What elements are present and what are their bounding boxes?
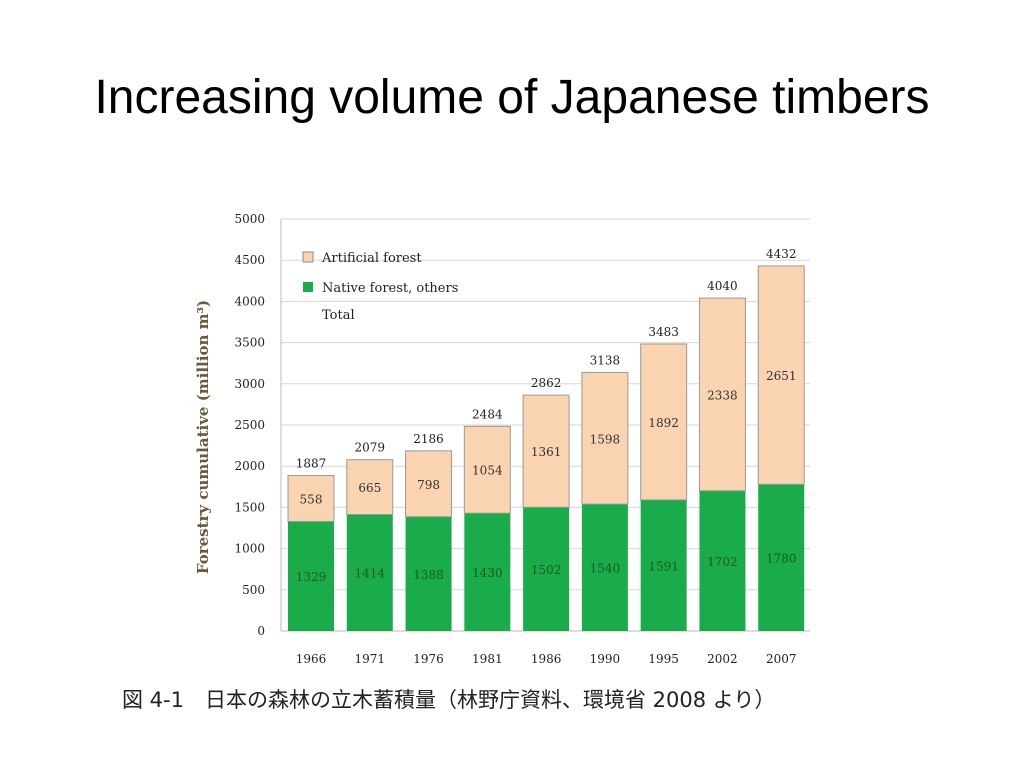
bar-artificial-forest [405,450,453,518]
x-tick-label: 1971 [355,652,386,666]
bar-artificial-forest [463,425,511,514]
value-label-native: 1414 [355,567,386,581]
bar-artificial-forest [757,265,805,485]
bar-native-forest [758,484,805,631]
value-label-native: 1502 [531,563,562,577]
value-label-artificial: 1598 [590,432,621,446]
legend-label-total: Total [322,308,355,323]
y-tick-label: 4500 [234,253,265,267]
value-label-native: 1388 [413,568,444,582]
chart-container: 0 500 1000 1500 2000 2500 3000 3500 4000 4500 5000… [180,200,840,680]
legend-swatch-native [303,282,313,292]
value-label-artificial: 2338 [707,388,738,402]
value-label-native: 1702 [707,555,738,569]
value-label-native: 1329 [296,570,327,584]
y-axis-label: Forestry cumulative (million m³) [194,300,212,574]
value-label-total: 4040 [707,279,738,293]
value-label-artificial: 1054 [472,464,503,478]
legend-swatch-artificial [302,251,314,263]
value-label-total: 2186 [413,432,444,446]
legend-label-artificial: Artificial forest [321,251,422,266]
value-label-artificial: 558 [300,493,323,507]
bar-artificial-forest [346,459,394,515]
bar-artificial-forest [522,394,570,508]
y-tick-label: 2000 [234,459,265,473]
value-label-artificial: 798 [417,478,440,492]
bar-artificial-forest [640,343,688,501]
x-tick-label: 1981 [472,652,503,666]
y-tick-label: 3500 [234,336,265,350]
value-label-total: 3138 [590,353,621,367]
value-label-total: 2484 [472,407,503,421]
y-tick-label: 4000 [234,294,265,308]
x-tick-label: 2007 [766,652,797,666]
value-label-artificial: 2651 [766,369,797,383]
bar-artificial-forest [287,475,335,522]
bar-native-forest [640,499,687,631]
value-label-artificial: 1892 [648,416,679,430]
x-tick-label: 2002 [707,652,738,666]
y-tick-label: 1500 [234,500,265,514]
value-label-artificial: 665 [358,481,381,495]
y-tick-label: 0 [257,624,265,638]
stacked-bar-chart: 0 500 1000 1500 2000 2500 3000 3500 4000 4500 5000… [194,212,810,666]
bar-native-forest [464,513,511,631]
legend-label-native: Native forest, others [322,281,458,296]
value-label-total: 1887 [296,457,327,471]
y-tick-label: 3000 [234,377,265,391]
bar-native-forest [288,521,334,631]
bar-native-forest [405,516,452,631]
bar-native-forest [523,507,570,631]
y-tick-label: 5000 [234,212,265,226]
y-tick-label: 1000 [234,542,265,556]
x-tick-label: 1990 [590,652,621,666]
bar-native-forest [581,504,628,631]
value-label-native: 1430 [472,566,503,580]
bar-native-forest [346,514,393,631]
x-tick-label: 1966 [296,652,327,666]
x-tick-label: 1976 [413,652,444,666]
y-tick-label: 500 [242,583,265,597]
value-label-native: 1591 [648,559,679,573]
x-tick-label: 1986 [531,652,562,666]
x-tick-label: 1995 [648,652,679,666]
bar-native-forest [699,490,746,631]
value-label-native: 1540 [590,562,621,576]
value-label-total: 3483 [648,325,679,339]
value-label-total: 2079 [355,441,386,455]
y-tick-label: 2500 [234,418,265,432]
bar-artificial-forest [698,297,746,492]
value-label-artificial: 1361 [531,445,562,459]
bar-artificial-forest [581,371,629,505]
value-label-total: 2862 [531,376,562,390]
value-label-native: 1780 [766,552,797,566]
figure-caption: 図 4-1 日本の森林の立木蓄積量（林野庁資料、環境省 2008 より） [122,688,776,712]
value-label-total: 4432 [766,247,797,261]
slide-title: Increasing volume of Japanese timbers [94,71,930,124]
